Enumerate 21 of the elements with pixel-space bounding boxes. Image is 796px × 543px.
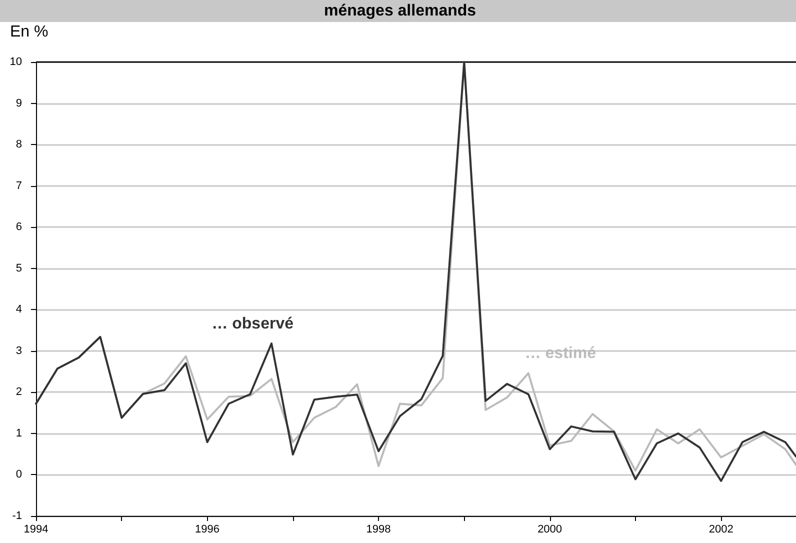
y-tick-label: 3 [16, 344, 22, 357]
annotation: … estimé [524, 345, 596, 362]
y-tick-label: 8 [16, 138, 22, 151]
x-tick-label: 1996 [195, 524, 220, 536]
y-tick-label: 2 [16, 386, 22, 398]
annotation: … observé [212, 316, 294, 333]
chart-title: ménages allemands [324, 2, 476, 20]
y-tick-label: 10 [10, 56, 22, 68]
y-tick-label: 9 [16, 97, 22, 110]
x-tick-label: 1998 [366, 524, 391, 536]
x-tick-label: 2002 [708, 524, 734, 536]
y-tick-label: 7 [16, 180, 22, 192]
x-tick-label: 2000 [538, 524, 562, 536]
y-tick-label: 4 [16, 304, 22, 316]
y-tick-label: 0 [16, 468, 22, 481]
y-tick-label: 6 [16, 221, 22, 234]
y-axis-title: En % [10, 24, 48, 40]
y-tick-label: 5 [16, 262, 22, 274]
y-tick-label: -1 [12, 510, 22, 522]
x-tick-label: 1994 [24, 524, 48, 536]
y-tick-label: 1 [16, 427, 22, 440]
